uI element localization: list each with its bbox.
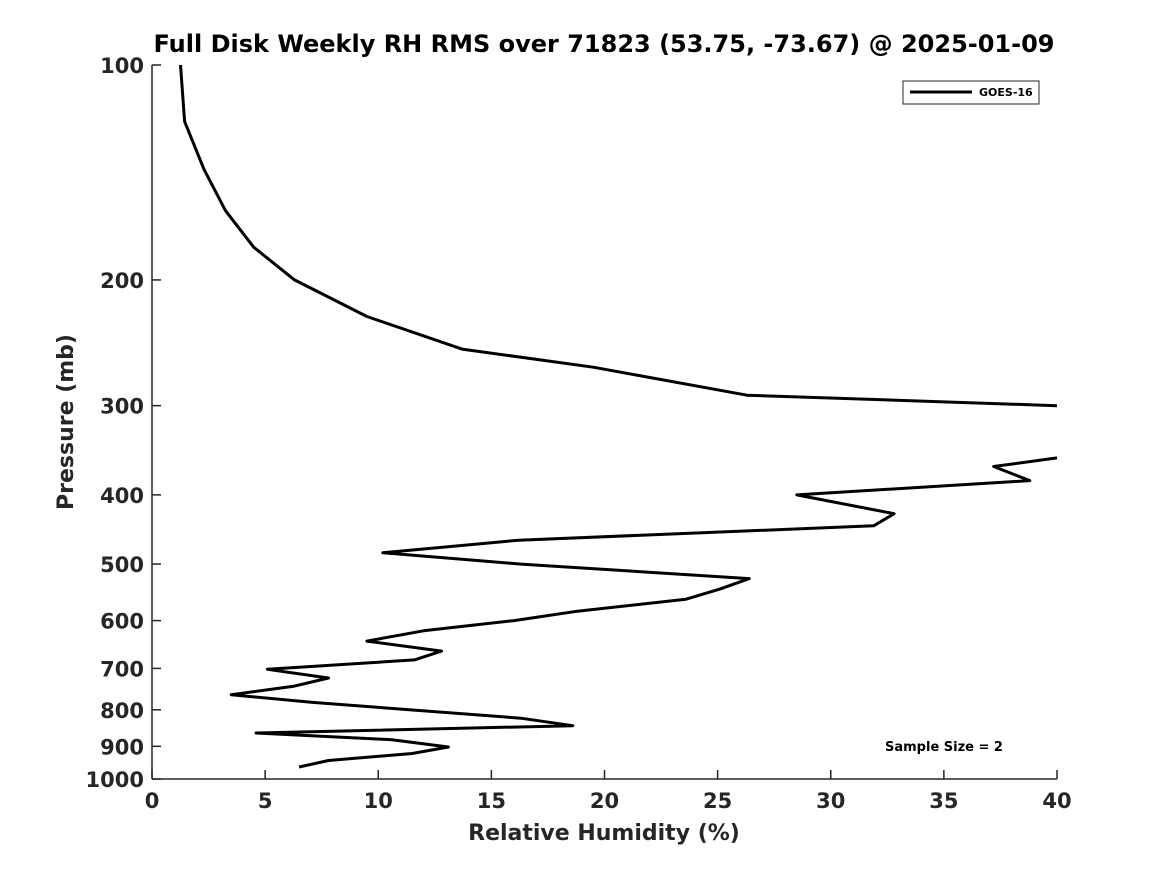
y-ticks: 100 200 300 400 500 600 700 800 900 1000 (86, 54, 161, 792)
chart-title: Full Disk Weekly RH RMS over 71823 (53.7… (153, 30, 1054, 58)
y-tick-label: 200 (100, 269, 144, 293)
x-tick-label: 25 (703, 789, 732, 813)
y-tick-label: 400 (100, 484, 144, 508)
legend: GOES-16 (902, 80, 1040, 105)
x-tick-label: 20 (590, 789, 619, 813)
y-axis-label: Pressure (mb) (54, 334, 79, 510)
y-tick-label: 800 (100, 699, 144, 723)
x-tick-label: 10 (364, 789, 393, 813)
series-line-goes-16 (179, 64, 1058, 769)
y-tick-label: 300 (100, 395, 144, 419)
y-tick-label: 1000 (86, 768, 144, 792)
x-tick-label: 40 (1042, 789, 1071, 813)
y-tick-label: 100 (100, 54, 144, 78)
x-tick-label: 30 (816, 789, 845, 813)
x-tick-label: 35 (929, 789, 958, 813)
y-tick-label: 600 (100, 610, 144, 634)
y-tick-label: 500 (100, 553, 144, 577)
y-tick-label: 900 (100, 735, 144, 759)
y-tick-label: 700 (100, 657, 144, 681)
x-ticks: 0 5 10 15 20 25 30 35 40 (145, 770, 1072, 813)
x-tick-label: 15 (477, 789, 506, 813)
legend-label: GOES-16 (979, 86, 1033, 99)
axes: 0 5 10 15 20 25 30 35 40 100 200 300 400 500 600 700 80… (86, 54, 1072, 813)
x-tick-label: 5 (258, 789, 273, 813)
x-axis-label: Relative Humidity (%) (468, 821, 740, 846)
x-tick-label: 0 (145, 789, 160, 813)
sample-size-annotation: Sample Size = 2 (885, 740, 1003, 755)
